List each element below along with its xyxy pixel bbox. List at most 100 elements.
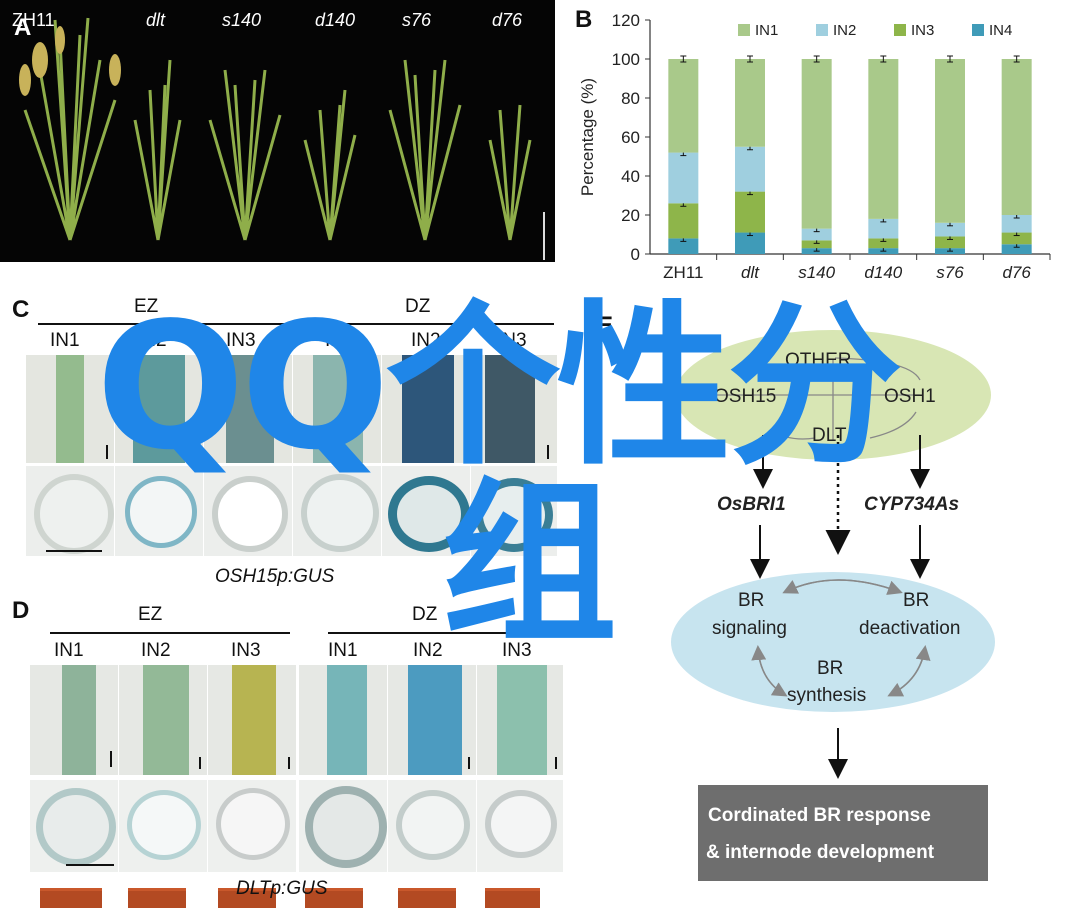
internode-label: IN2 (413, 640, 443, 661)
br-pathway-diagram (671, 330, 995, 881)
reporter-caption: DLTp:GUS (236, 878, 328, 899)
reporter-caption: OSH15p:GUS (215, 566, 335, 587)
node-osh15: OSH15 (714, 386, 777, 407)
gus-stain-image (208, 665, 296, 775)
bar-segment (735, 146, 765, 192)
br-signaling-label: signaling (712, 618, 787, 639)
gus-stain-image (293, 355, 381, 463)
cross-section-image (293, 466, 381, 556)
x-tick-label: d76 (1002, 263, 1031, 282)
internode-label: IN3 (497, 330, 527, 351)
bar-segment (868, 218, 899, 239)
br-deactivation-label: deactivation (859, 618, 961, 639)
bar-segment (935, 236, 965, 249)
zone-header-ez: EZ (134, 296, 159, 317)
legend-swatch (894, 24, 906, 36)
node-dlt: DLT (812, 425, 847, 446)
gus-stain-image (477, 665, 563, 775)
bar-segment (735, 191, 765, 233)
panel-label: D (12, 597, 30, 624)
genotype-label: dlt (146, 10, 166, 30)
bar-segment (1001, 215, 1032, 233)
legend-label: IN1 (755, 22, 778, 39)
bar-segment (801, 240, 832, 249)
stacked-bar-chart: 0 20 40 60 80 100 120 Percentage (%) ZH11 dlt s140… (578, 11, 1051, 282)
br-ellipse (671, 572, 995, 712)
legend-label: IN2 (833, 22, 856, 39)
rice-plants-image (19, 17, 532, 241)
br-synthesis-label: synthesis (787, 685, 867, 706)
node-other: OTHER (785, 350, 852, 371)
outcome-box (698, 785, 988, 881)
legend-swatch (738, 24, 750, 36)
cross-section-image (26, 466, 114, 556)
bar-segment (735, 59, 765, 147)
node-osh1: OSH1 (884, 386, 936, 407)
genotype-label: d76 (492, 10, 523, 30)
internode-label: IN2 (137, 330, 167, 351)
internode-label: IN1 (325, 330, 355, 351)
gus-stain-image (119, 665, 207, 775)
internode-label: IN1 (54, 640, 84, 661)
legend-swatch (972, 24, 984, 36)
x-tick-label: d140 (864, 263, 902, 282)
zone-bracket (322, 323, 554, 325)
bar-segment (1001, 244, 1032, 254)
zone-bracket (38, 323, 285, 325)
gus-stain-image (204, 355, 292, 463)
y-tick-label: 80 (621, 89, 640, 108)
internode-label: IN1 (328, 640, 358, 661)
genotype-label: d140 (315, 10, 356, 30)
panel-label: A (14, 14, 32, 41)
gus-stain-image (471, 355, 557, 463)
cross-section-image (382, 466, 470, 556)
panel-label: C (12, 296, 30, 323)
cross-section-image (204, 466, 292, 556)
bar-segment (868, 238, 899, 249)
outcome-text: & internode development (706, 842, 935, 863)
internode-label: IN1 (50, 330, 80, 351)
bar-segment (735, 232, 765, 254)
x-tick-label: s140 (798, 263, 835, 282)
bar-segment (1001, 232, 1032, 245)
legend-swatch (816, 24, 828, 36)
zone-bracket (328, 632, 560, 634)
gus-stain-image (26, 355, 114, 463)
bar-segment (868, 59, 899, 219)
x-tick-label: s76 (936, 263, 964, 282)
br-deactivation-label: BR (903, 590, 930, 611)
br-signaling-label: BR (738, 590, 765, 611)
bar-segment (801, 59, 832, 229)
zone-header-ez: EZ (138, 604, 163, 625)
zone-bracket (50, 632, 290, 634)
bar-segment (668, 203, 699, 239)
x-tick-label: dlt (741, 263, 760, 282)
gus-stain-image (30, 665, 118, 775)
node-cyp734as: CYP734As (864, 494, 960, 515)
bar-segment (935, 59, 965, 223)
internode-label: IN3 (231, 640, 261, 661)
y-tick-label: 120 (612, 11, 640, 30)
y-axis-label: Percentage (%) (578, 78, 597, 196)
zone-header-dz: DZ (405, 296, 431, 317)
y-tick-label: 0 (631, 245, 640, 264)
gus-stain-image (299, 665, 387, 775)
bar-segment (668, 152, 699, 204)
y-tick-label: 60 (621, 128, 640, 147)
genotype-label: s76 (402, 10, 432, 30)
y-tick-label: 100 (612, 50, 640, 69)
outcome-text: Cordinated BR response (708, 805, 931, 826)
cross-section-image (471, 466, 557, 556)
gus-stain-image (388, 665, 476, 775)
scale-bar (543, 212, 545, 260)
watermark-text: 组 (442, 464, 617, 667)
cross-section-image (30, 780, 118, 872)
watermark-text: QQ个性分 (96, 286, 903, 489)
legend-label: IN3 (911, 22, 934, 39)
internode-label: IN2 (141, 640, 171, 661)
internode-label: IN3 (502, 640, 532, 661)
x-tick-label: ZH11 (663, 263, 703, 282)
internode-label: IN3 (226, 330, 256, 351)
cross-section-image (299, 780, 387, 872)
internode-label: IN2 (411, 330, 441, 351)
